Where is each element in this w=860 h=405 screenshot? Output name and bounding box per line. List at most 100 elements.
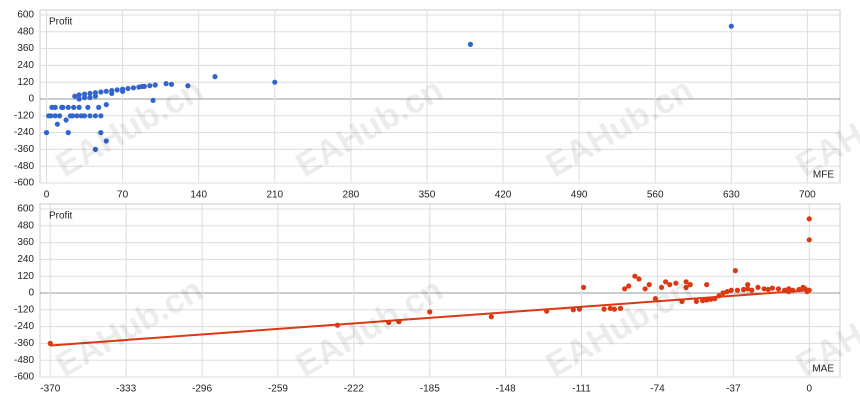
data-point: [120, 88, 126, 94]
data-point: [673, 280, 679, 286]
data-point: [56, 113, 63, 119]
x-tick-label: 700: [799, 190, 816, 201]
data-point: [92, 146, 99, 152]
data-point: [699, 298, 706, 304]
x-tick-label: -259: [268, 384, 288, 395]
data-point: [130, 85, 137, 91]
data-point: [683, 284, 689, 290]
data-point: [667, 282, 673, 288]
y-tick-label: -480: [14, 355, 34, 366]
x-tick-label: 140: [190, 190, 207, 201]
y-tick-label: -600: [14, 372, 34, 383]
data-point: [544, 308, 550, 314]
y-tick-label: 240: [17, 254, 34, 265]
y-axis-label: Profit: [49, 211, 73, 222]
data-point: [150, 97, 156, 103]
data-point: [761, 286, 767, 292]
data-point: [52, 104, 58, 110]
x-tick-label: 350: [419, 190, 436, 201]
data-point: [70, 113, 76, 119]
x-tick-label: 420: [495, 190, 512, 201]
data-point: [728, 287, 734, 293]
data-point: [98, 130, 104, 136]
data-point: [139, 83, 145, 89]
data-point: [92, 113, 99, 119]
x-tick-label: 0: [806, 384, 812, 395]
data-point: [806, 237, 812, 243]
data-point: [745, 282, 751, 288]
y-tick-label: 600: [17, 10, 34, 21]
data-point: [632, 273, 638, 279]
data-point: [76, 92, 82, 98]
data-point: [724, 289, 730, 295]
data-point: [52, 113, 58, 119]
data-point: [71, 104, 77, 110]
data-point: [63, 117, 69, 123]
data-point: [168, 81, 175, 87]
y-tick-label: 360: [17, 43, 34, 54]
y-tick-label: 0: [28, 288, 34, 299]
y-tick-label: 480: [17, 220, 34, 231]
data-point: [467, 41, 474, 48]
data-point: [386, 319, 392, 325]
x-tick-label: 280: [343, 190, 360, 201]
data-point: [98, 113, 104, 119]
data-point: [103, 102, 109, 108]
data-point: [65, 130, 71, 136]
data-point: [87, 90, 93, 96]
data-point: [427, 309, 433, 315]
x-tick-label: -111: [572, 384, 591, 395]
y-tick-label: -120: [14, 110, 34, 121]
x-tick-label: 560: [647, 190, 664, 201]
y-tick-label: 0: [28, 94, 34, 105]
data-point: [163, 81, 169, 87]
data-point: [790, 287, 796, 293]
data-point: [607, 305, 613, 311]
data-point: [103, 138, 109, 144]
data-point: [755, 284, 761, 290]
data-point: [663, 279, 669, 285]
data-point: [745, 286, 751, 292]
data-point: [611, 306, 617, 312]
data-point: [728, 23, 734, 29]
data-point: [716, 293, 722, 299]
data-point: [47, 340, 53, 346]
data-point: [87, 113, 93, 119]
data-point: [92, 93, 99, 99]
data-point: [147, 83, 153, 89]
x-tick-label: -222: [344, 384, 364, 395]
x-tick-label: -37: [726, 384, 741, 395]
data-point: [601, 306, 607, 312]
y-tick-label: -600: [14, 178, 34, 189]
data-point: [704, 297, 710, 303]
data-point: [642, 286, 648, 292]
data-point: [720, 290, 726, 296]
data-point: [704, 282, 710, 288]
data-point: [76, 96, 82, 102]
data-point: [114, 87, 120, 93]
data-point: [626, 283, 632, 289]
data-point: [85, 104, 91, 110]
y-tick-label: 240: [17, 60, 34, 71]
x-tick-label: -370: [40, 384, 60, 395]
data-point: [617, 305, 624, 311]
data-point: [646, 282, 652, 288]
data-point: [734, 287, 741, 293]
x-tick-label: -333: [116, 384, 136, 395]
data-point: [59, 104, 65, 110]
data-point: [96, 104, 102, 110]
data-point: [636, 276, 642, 282]
data-point: [708, 296, 714, 302]
data-point: [782, 287, 788, 293]
plot-area: [39, 203, 841, 378]
data-point: [74, 113, 80, 119]
data-point: [775, 286, 782, 292]
data-point: [185, 83, 191, 89]
data-point: [272, 79, 278, 85]
data-point: [652, 296, 658, 302]
data-point: [125, 85, 131, 92]
data-point: [712, 296, 718, 302]
y-tick-label: 480: [17, 26, 34, 37]
data-point: [740, 286, 747, 293]
data-point: [72, 93, 78, 99]
